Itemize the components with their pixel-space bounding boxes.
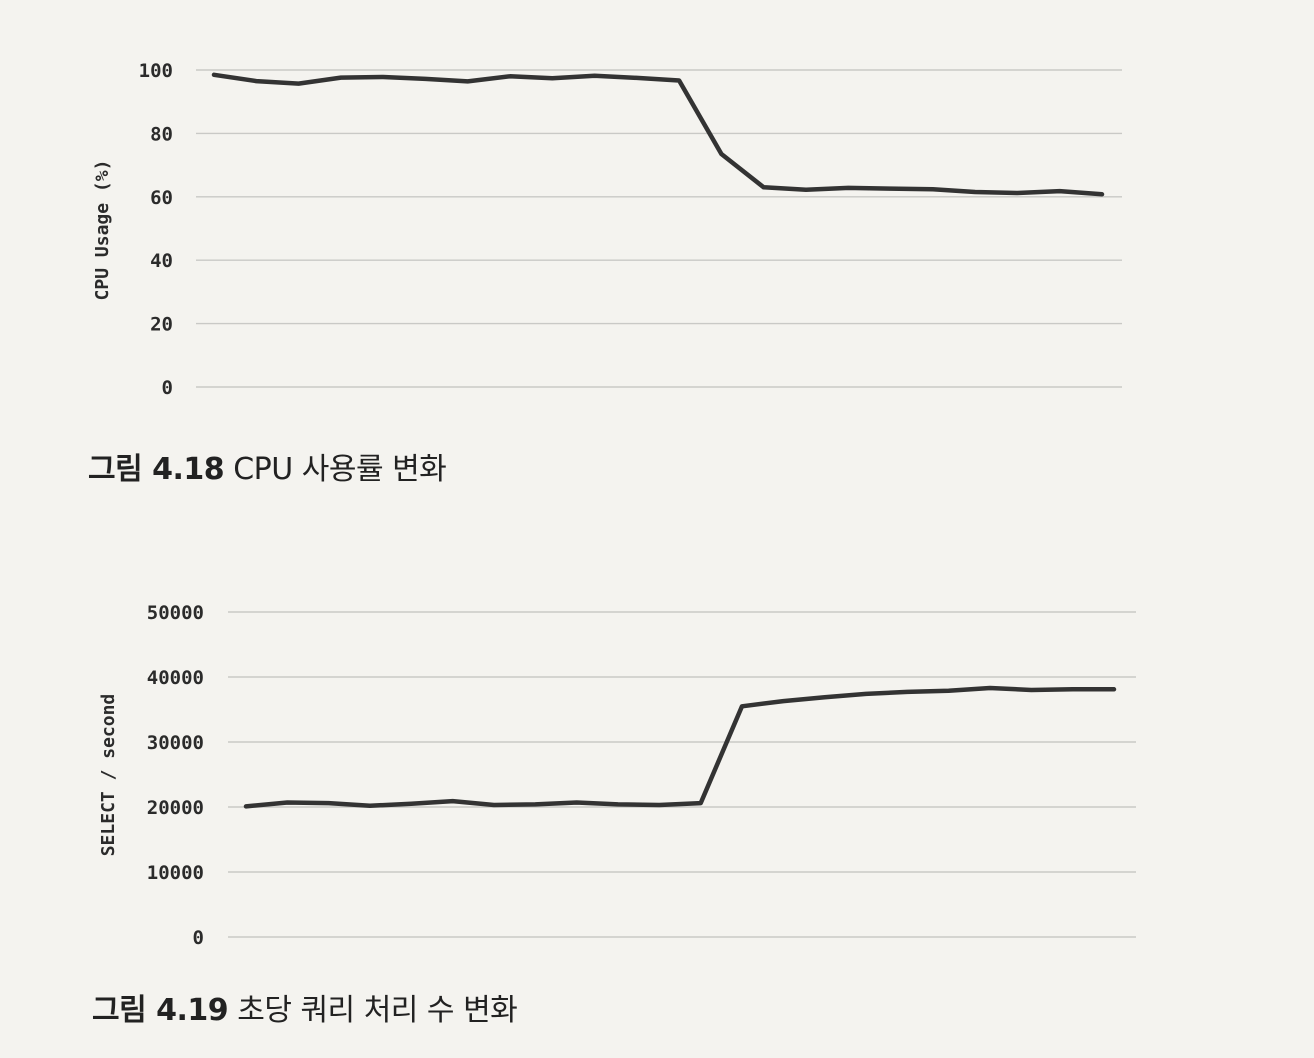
y-tick-label: 10000 — [147, 862, 204, 884]
cpu-usage-chart: 0 20 40 60 80 100 CPU Usage (%) — [92, 60, 1122, 399]
y-tick-label: 100 — [139, 60, 173, 82]
series-line — [243, 685, 1117, 809]
y-tick-label: 30000 — [147, 732, 204, 754]
series-line — [211, 72, 1105, 197]
cpu-usage-figure: 0 20 40 60 80 100 CPU Usage (%) 그림 4.18 CPU 사용… — [0, 0, 1314, 500]
select-per-second-figure: 0 10000 20000 30000 40000 50000 SELECT / secon… — [0, 540, 1314, 1058]
y-tick-label: 60 — [150, 187, 173, 209]
y-tick-label: 20 — [150, 314, 173, 336]
y-tick-label: 0 — [193, 927, 204, 949]
y-tick-label: 50000 — [147, 602, 204, 624]
y-tick-label: 40 — [150, 250, 173, 272]
y-axis-title: SELECT / second — [98, 694, 119, 857]
caption-text: 초당 쿼리 처리 수 변화 — [237, 993, 518, 1028]
caption-text: CPU 사용률 변화 — [233, 452, 447, 487]
select-per-second-chart: 0 10000 20000 30000 40000 50000 SELECT / secon… — [98, 602, 1136, 949]
y-axis-title: CPU Usage (%) — [92, 160, 113, 301]
y-tick-label: 80 — [150, 123, 173, 145]
y-tick-label: 40000 — [147, 667, 204, 689]
y-tick-label: 20000 — [147, 797, 204, 819]
caption-label: 그림 4.18 — [88, 452, 225, 487]
y-tick-label: 0 — [162, 377, 173, 399]
caption-label: 그림 4.19 — [92, 993, 229, 1028]
figure-caption-cpu: 그림 4.18 CPU 사용률 변화 — [88, 444, 447, 488]
figure-caption-select: 그림 4.19 초당 쿼리 처리 수 변화 — [92, 985, 518, 1029]
